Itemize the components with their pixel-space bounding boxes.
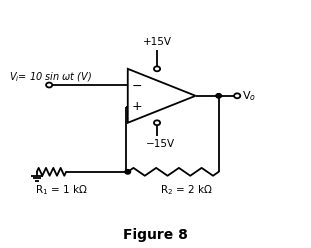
Text: −15V: −15V bbox=[146, 139, 175, 149]
Text: V$_i$= 10 sin ωt (V): V$_i$= 10 sin ωt (V) bbox=[9, 70, 92, 84]
Circle shape bbox=[154, 66, 160, 71]
Text: V$_o$: V$_o$ bbox=[242, 89, 256, 103]
Text: $+$: $+$ bbox=[131, 100, 142, 113]
Circle shape bbox=[125, 170, 131, 174]
Circle shape bbox=[216, 93, 221, 98]
Circle shape bbox=[234, 93, 240, 98]
Text: R$_2$ = 2 kΩ: R$_2$ = 2 kΩ bbox=[160, 183, 212, 197]
Circle shape bbox=[154, 120, 160, 125]
Text: $-$: $-$ bbox=[131, 79, 142, 92]
Text: +15V: +15V bbox=[142, 37, 172, 47]
Circle shape bbox=[46, 83, 52, 88]
Text: Figure 8: Figure 8 bbox=[123, 228, 188, 242]
Text: R$_1$ = 1 kΩ: R$_1$ = 1 kΩ bbox=[35, 183, 88, 197]
